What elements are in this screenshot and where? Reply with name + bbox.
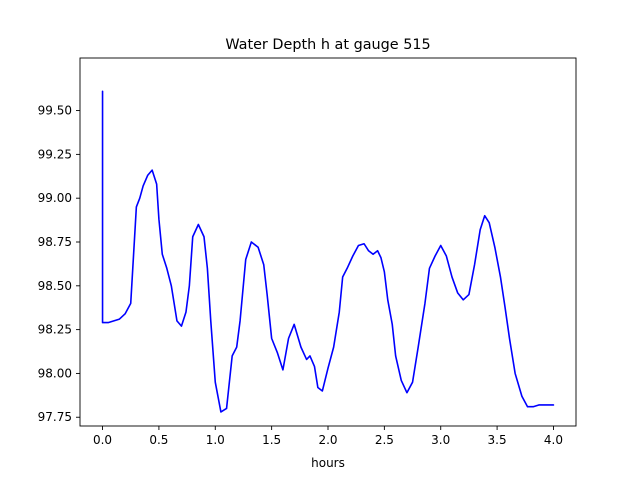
- y-tick-label: 99.00: [38, 191, 72, 205]
- y-tick-label: 98.75: [38, 235, 72, 249]
- y-axis-ticks: 97.75 98.00 98.25 98.50 98.75 99.00 99.25 99.50: [38, 104, 80, 424]
- y-tick-label: 98.25: [38, 323, 72, 337]
- series-line-0: [101, 90, 555, 413]
- y-tick-label: 99.50: [38, 104, 72, 118]
- x-tick-label: 1.0: [206, 433, 225, 447]
- x-tick-label: 3.0: [431, 433, 450, 447]
- y-tick-label: 99.25: [38, 147, 72, 161]
- chart-title: Water Depth h at gauge 515: [225, 37, 430, 53]
- x-tick-label: 3.5: [488, 433, 507, 447]
- x-tick-label: 4.0: [544, 433, 563, 447]
- series-layer: [101, 90, 555, 413]
- x-axis-ticks: 0.0 0.5 1.0 1.5 2.0 2.5 3.0 3.5 4.0: [93, 426, 563, 447]
- y-tick-label: 98.50: [38, 279, 72, 293]
- x-tick-label: 2.5: [375, 433, 394, 447]
- y-tick-label: 98.00: [38, 366, 72, 380]
- x-tick-label: 0.5: [149, 433, 168, 447]
- x-axis-label: hours: [311, 456, 345, 470]
- y-tick-label: 97.75: [38, 410, 72, 424]
- x-tick-label: 0.0: [93, 433, 112, 447]
- x-tick-label: 1.5: [262, 433, 281, 447]
- x-tick-label: 2.0: [318, 433, 337, 447]
